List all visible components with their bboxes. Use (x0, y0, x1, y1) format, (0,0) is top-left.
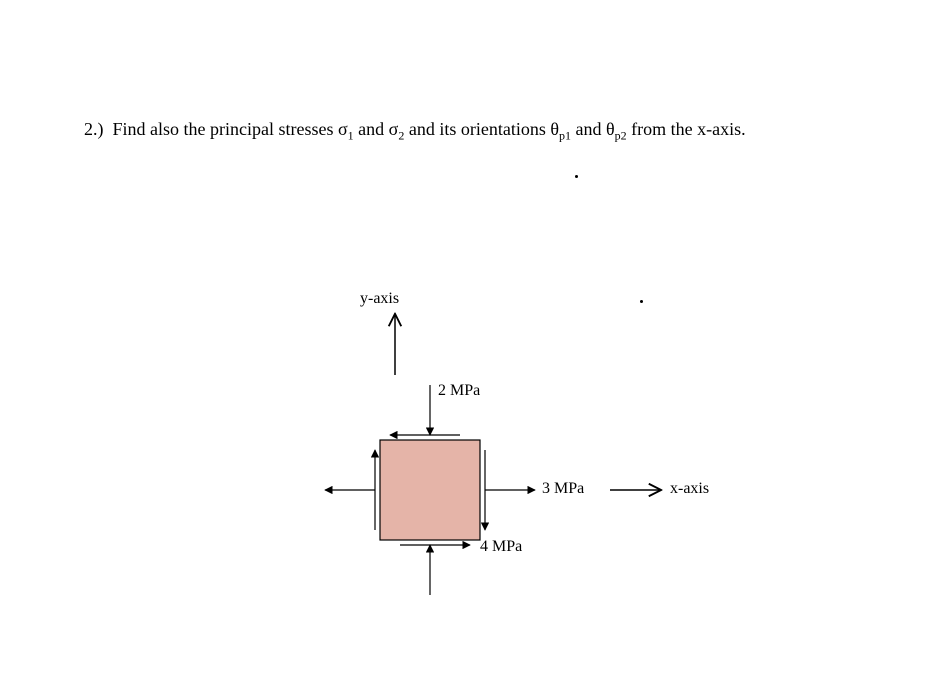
sigma2-sym: σ (389, 119, 399, 139)
theta1-sym: θ (550, 119, 559, 139)
stress-diagram: y-axis 2 MPa 3 MPa (320, 290, 740, 610)
dot-1 (575, 175, 578, 178)
top-stress-label: 2 MPa (438, 382, 480, 400)
x-axis-label: x-axis (670, 480, 709, 498)
bottom-stress-label: 4 MPa (480, 538, 522, 556)
q-number: 2.) (84, 119, 104, 139)
sigma1-sym: σ (338, 119, 348, 139)
q-part1: Find also the principal stresses (113, 119, 338, 139)
q-mid: and its orientations (404, 119, 550, 139)
theta2-sym: θ (606, 119, 615, 139)
diagram-svg (320, 290, 740, 610)
theta1-sub: p1 (559, 129, 571, 143)
q-end: from the x-axis. (627, 119, 746, 139)
theta2-sub: p2 (615, 129, 627, 143)
q-and2: and (571, 119, 606, 139)
q-and1: and (354, 119, 389, 139)
question-text: 2.) Find also the principal stresses σ1 … (84, 118, 746, 144)
right-stress-label: 3 MPa (542, 480, 584, 498)
stress-element (380, 440, 480, 540)
